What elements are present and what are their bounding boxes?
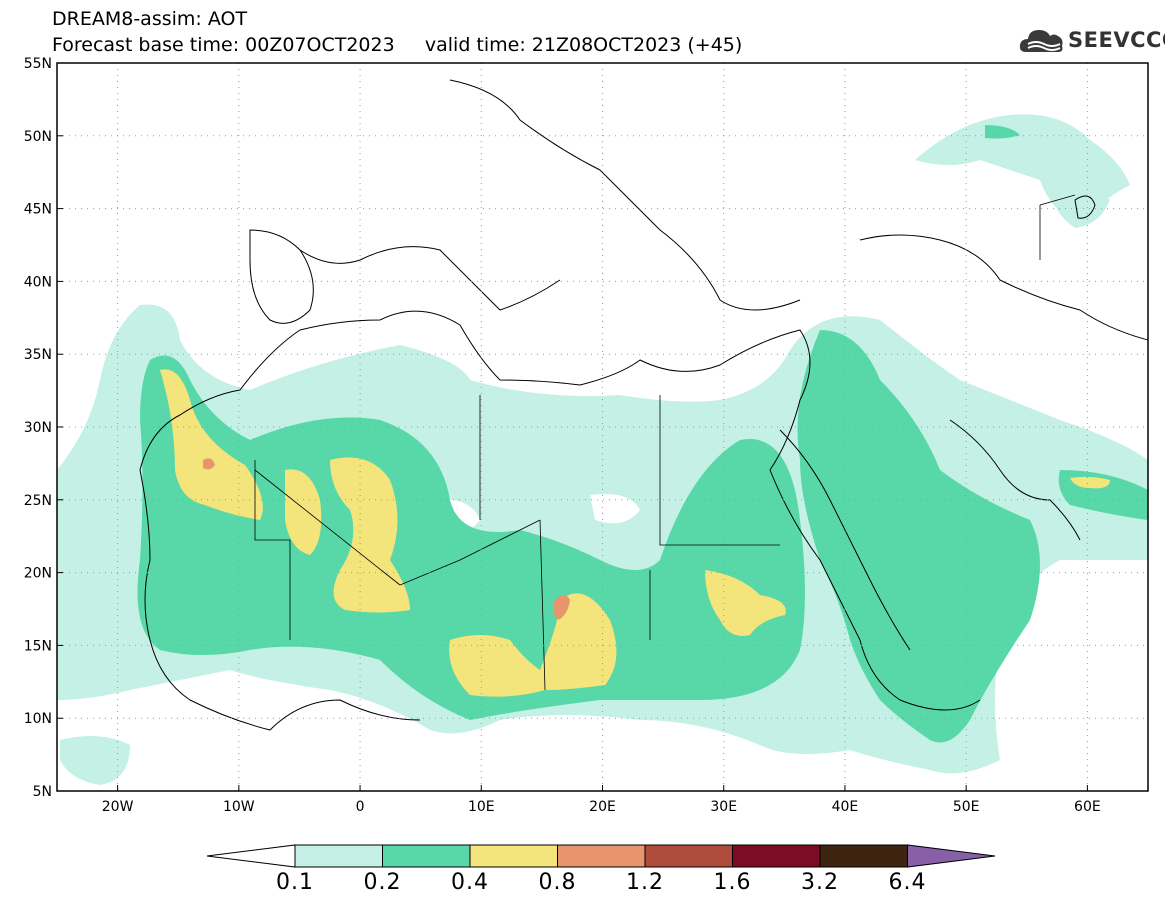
colorbar-label: 0.8 [538,870,577,895]
colorbar-over-arrow [907,844,996,868]
colorbar-segment [469,844,558,868]
lon-tick-label: 10W [223,799,255,815]
lon-tick-label: 50E [953,799,980,815]
colorbar-label: 0.2 [363,870,402,895]
lon-tick-label: 0 [356,799,365,815]
map-title: DREAM8-assim: AOT [52,8,248,30]
lat-tick-label: 30N [24,420,52,436]
colorbar-label: 3.2 [801,870,839,895]
graticule [57,63,1148,791]
colorbar-segment [819,844,908,868]
colorbar-segment [557,844,646,868]
aot-fields [57,114,1148,785]
logo-text: SEEVCCC [1068,28,1165,52]
aot-level-0.8 [203,458,570,620]
colorbar [206,844,996,868]
lat-tick-label: 20N [24,566,52,582]
colorbar-segment [644,844,733,868]
lat-tick-label: 5N [33,784,52,800]
colorbar-segment [294,844,383,868]
colorbar-label: 0.1 [276,870,314,895]
colorbar-segment [382,844,471,868]
colorbar-label: 1.6 [713,870,752,895]
lon-tick-label: 20W [102,799,134,815]
lat-tick-label: 50N [24,129,52,145]
lon-tick-label: 60E [1074,799,1101,815]
colorbar-label: 6.4 [888,870,927,895]
lon-tick-label: 10E [468,799,495,815]
colorbar-label: 1.2 [626,870,664,895]
lat-tick-label: 35N [24,347,52,363]
colorbar-label: 0.4 [451,870,489,895]
lat-tick-label: 55N [24,56,52,72]
lat-tick-label: 10N [24,711,52,727]
lat-tick-label: 15N [24,638,52,654]
colorbar-under-arrow [206,844,296,868]
axis-ticks: 55N 50N 45N 40N 35N 30N 25N 20N 15N 10N 5N 20W 10W 0 1… [24,56,1101,815]
cloud-icon [1019,30,1063,52]
aot-level-0.4 [160,369,1110,697]
forecast-time-subtitle: Forecast base time: 00Z07OCT2023 valid t… [52,34,743,56]
lon-tick-label: 40E [832,799,859,815]
colorbar-segment [732,844,821,868]
lat-tick-label: 45N [24,202,52,218]
coastlines [139,79,1148,731]
lon-tick-label: 30E [710,799,737,815]
seevccc-logo: SEEVCCC [1018,22,1165,58]
lat-tick-label: 40N [24,274,52,290]
lon-tick-label: 20E [589,799,616,815]
lat-tick-label: 25N [24,493,52,509]
